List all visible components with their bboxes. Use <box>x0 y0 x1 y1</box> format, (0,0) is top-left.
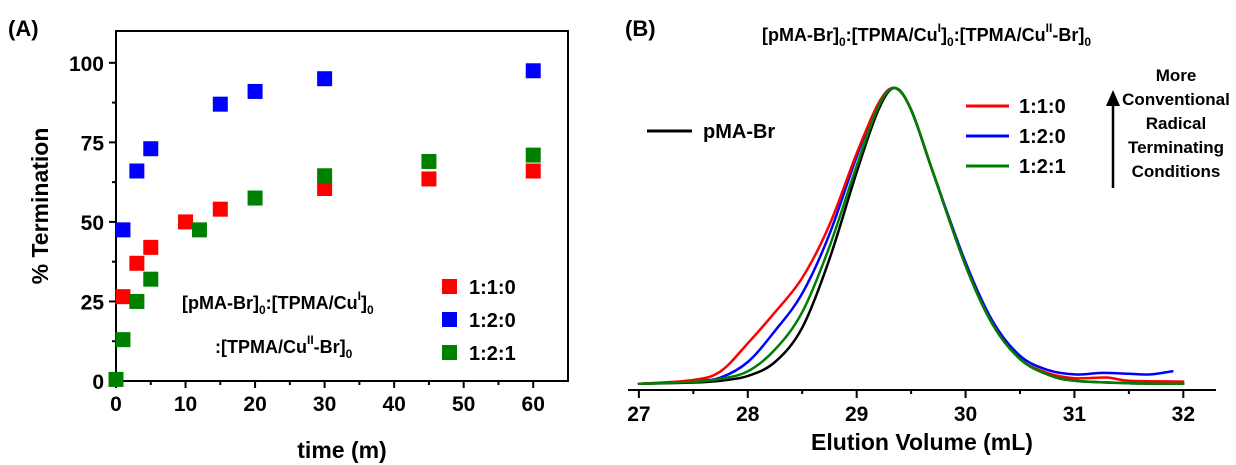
point-1-2-0-t1 <box>115 222 131 238</box>
point-1-2-0-t30 <box>317 71 333 87</box>
arrow-caption-line-1: More <box>1156 66 1197 85</box>
legend-label-1-1-0-b: 1:1:0 <box>1019 96 1066 118</box>
arrow-caption-line-5: Conditions <box>1132 162 1221 181</box>
point-1-2-1-t12 <box>191 222 207 238</box>
x-tick-label-b-32: 32 <box>1172 403 1195 426</box>
x-tick-label-a-0: 0 <box>110 393 122 416</box>
point-1-1-0-t45 <box>421 171 437 187</box>
x-tick-label-b-30: 30 <box>954 403 977 426</box>
series-line-1-2-1 <box>637 86 1185 386</box>
legend-label-pma-br: pMA-Br <box>703 121 775 143</box>
point-1-2-0-t3 <box>129 163 145 179</box>
point-1-1-0-t10 <box>178 214 194 230</box>
legend-marker-1-2-1 <box>442 345 457 360</box>
y-tick-label-a-25: 25 <box>81 291 105 314</box>
x-tick-label-a-60: 60 <box>522 393 545 416</box>
x-tick-label-a-30: 30 <box>313 393 336 416</box>
panel-b-lines <box>637 86 1185 386</box>
legend-label-1-2-0: 1:2:0 <box>469 310 516 332</box>
x-tick-label-b-28: 28 <box>736 403 760 426</box>
panel-a-frame <box>115 30 569 382</box>
x-tick-label-b-29: 29 <box>845 403 868 426</box>
legend-label-1-1-0: 1:1:0 <box>469 277 516 299</box>
arrow-icon <box>1106 90 1120 188</box>
point-1-1-0-t1 <box>115 289 131 305</box>
panel-a-label: (A) <box>8 16 39 41</box>
point-1-2-1-t45 <box>421 153 437 169</box>
y-tick-label-a-0: 0 <box>92 371 104 394</box>
panel-a-points <box>108 63 541 387</box>
point-1-2-1-t3 <box>129 293 145 309</box>
point-1-1-0-t60 <box>525 163 541 179</box>
point-1-2-1-t5 <box>143 271 159 287</box>
panel-a-y-ticks: 0 25 50 75 100 <box>69 53 116 394</box>
x-tick-label-a-10: 10 <box>174 393 197 416</box>
point-1-1-0-t3 <box>129 255 145 271</box>
y-tick-label-a-75: 75 <box>81 132 105 155</box>
panel-b-label: (B) <box>625 16 656 41</box>
panel-a-y-axis-title: % Termination <box>27 128 53 285</box>
panel-a-annotation-line2: :[TPMA/CuII-Br]0 <box>215 333 353 361</box>
panel-a-annotation-line1: [pMA-Br]0:[TPMA/CuI]0 <box>182 289 374 317</box>
panel-b-legend: 1:1:0 1:2:0 1:2:1 <box>966 96 1066 178</box>
point-1-1-0-t15 <box>212 201 228 217</box>
panel-a-legend: 1:1:0 1:2:0 1:2:1 <box>442 277 516 365</box>
point-1-2-0-t5 <box>143 141 159 157</box>
x-tick-label-a-20: 20 <box>243 393 266 416</box>
arrow-caption-line-2: Conventional <box>1122 90 1230 109</box>
legend-marker-1-2-0 <box>442 312 457 327</box>
point-1-2-1-t20 <box>247 190 263 206</box>
x-tick-label-b-27: 27 <box>627 403 650 426</box>
point-1-2-1-t30 <box>317 168 333 184</box>
panel-b: (B) [pMA-Br]0:[TPMA/CuI]0:[TPMA/CuII-Br]… <box>625 16 1230 455</box>
arrow-caption-line-3: Radical <box>1146 114 1206 133</box>
y-tick-label-a-100: 100 <box>69 53 104 76</box>
legend-label-1-2-0-b: 1:2:0 <box>1019 126 1066 148</box>
point-1-1-0-t5 <box>143 239 159 255</box>
y-tick-label-a-50: 50 <box>81 212 104 235</box>
point-1-2-0-t60 <box>525 63 541 79</box>
arrow-caption-line-4: Terminating <box>1128 138 1224 157</box>
panel-a-x-axis-title: time (m) <box>297 437 386 463</box>
x-tick-label-a-40: 40 <box>382 393 405 416</box>
point-1-2-1-t0 <box>108 371 124 387</box>
point-1-2-1-t1 <box>115 332 131 348</box>
legend-marker-1-1-0 <box>442 279 457 294</box>
panel-b-x-axis-title: Elution Volume (mL) <box>811 429 1033 455</box>
panel-b-x-ticks: 27 28 29 30 31 32 <box>627 390 1195 426</box>
x-tick-label-b-31: 31 <box>1063 403 1087 426</box>
arrow-caption: More Conventional Radical Terminating Co… <box>1122 66 1230 181</box>
point-1-2-1-t60 <box>525 147 541 163</box>
panel-a: (A) 0 10 20 30 40 50 60 0 25 50 75 100 time (m) % … <box>8 16 569 463</box>
legend-label-1-2-1: 1:2:1 <box>469 343 516 365</box>
point-1-2-0-t15 <box>212 96 228 112</box>
point-1-1-0-t30 <box>317 181 333 196</box>
x-tick-label-a-50: 50 <box>452 393 475 416</box>
legend-label-1-2-1-b: 1:2:1 <box>1019 156 1066 178</box>
panel-b-title: [pMA-Br]0:[TPMA/CuI]0:[TPMA/CuII-Br]0 <box>762 21 1091 49</box>
panel-a-x-ticks: 0 10 20 30 40 50 60 <box>110 381 545 416</box>
point-1-2-0-t20 <box>247 83 263 99</box>
